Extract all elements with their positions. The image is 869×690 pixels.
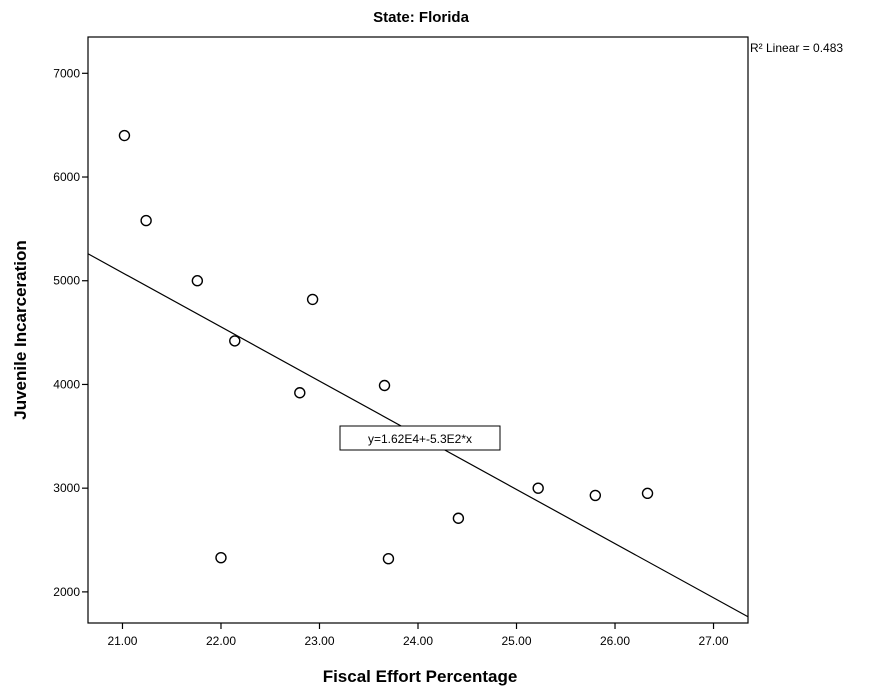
x-tick-label: 27.00 xyxy=(699,634,729,648)
x-tick-label: 25.00 xyxy=(501,634,531,648)
equation-box: y=1.62E4+-5.3E2*x xyxy=(339,425,501,451)
y-tick-label: 5000 xyxy=(53,274,80,288)
equation-box-frame xyxy=(339,425,501,451)
data-point xyxy=(452,512,465,524)
y-axis: 2000 3000 4000 5000 6000 7000 xyxy=(53,66,88,599)
y-tick-label: 7000 xyxy=(53,66,80,80)
y-tick-label: 4000 xyxy=(53,377,80,391)
data-point xyxy=(140,214,152,227)
data-point xyxy=(118,129,131,142)
y-tick-label: 3000 xyxy=(53,481,80,495)
x-tick-label: 24.00 xyxy=(403,634,433,648)
x-tick-label: 21.00 xyxy=(107,634,137,648)
chart-title: State: Florida xyxy=(373,9,470,26)
data-point xyxy=(306,293,319,306)
y-tick-label: 2000 xyxy=(53,585,80,599)
data-point xyxy=(215,551,227,564)
data-point xyxy=(229,335,241,347)
data-point xyxy=(382,552,395,565)
x-axis: 21.00 22.00 23.00 24.00 25.00 26.00 27.00 xyxy=(107,623,729,648)
x-tick-label: 26.00 xyxy=(600,634,630,648)
data-points xyxy=(118,129,654,565)
y-tick-label: 6000 xyxy=(53,170,80,184)
data-point xyxy=(641,487,654,500)
data-point xyxy=(191,275,204,287)
data-point xyxy=(378,379,391,392)
x-tick-label: 23.00 xyxy=(304,634,334,648)
data-point xyxy=(532,482,544,494)
y-axis-label: Juvenile Incarceration xyxy=(11,240,30,420)
data-point xyxy=(294,387,306,399)
plot-frame xyxy=(87,36,749,624)
x-tick-label: 22.00 xyxy=(206,634,236,648)
data-point xyxy=(589,489,602,502)
x-axis-label: Fiscal Effort Percentage xyxy=(323,667,518,686)
r2-label: R² Linear = 0.483 xyxy=(750,41,843,55)
equation-label: y=1.62E4+-5.3E2*x xyxy=(368,432,472,446)
